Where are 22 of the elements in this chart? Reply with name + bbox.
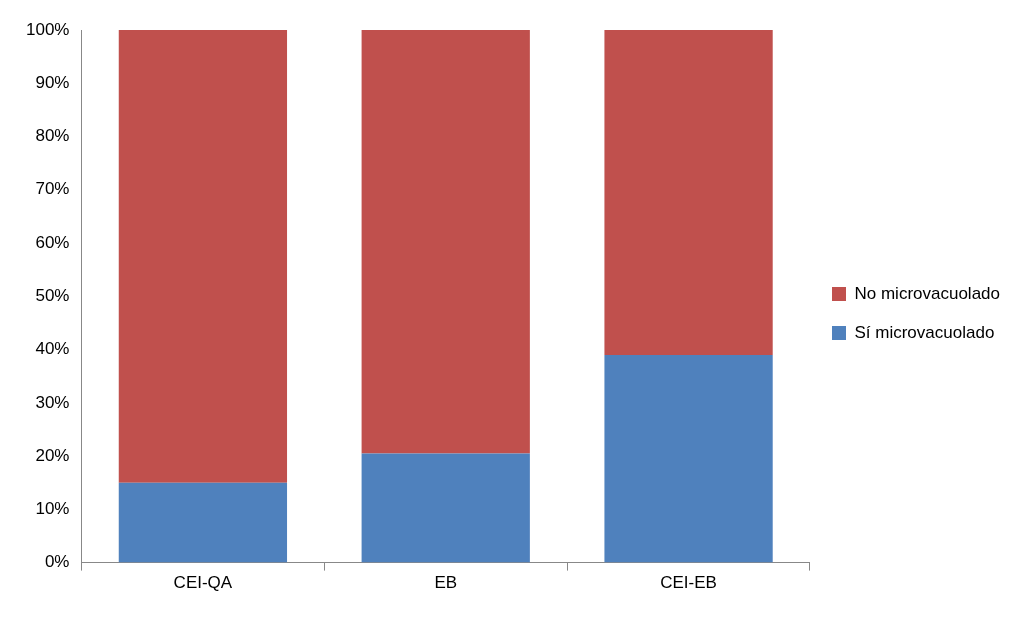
y-tick-label: 100% <box>26 19 70 39</box>
x-tick-label: CEI-EB <box>660 573 717 593</box>
y-tick-label: 70% <box>35 179 70 199</box>
y-tick-label: 50% <box>35 285 70 305</box>
y-tick-label: 40% <box>35 339 70 359</box>
legend-label: No microvacuolado <box>854 283 1000 303</box>
bar <box>361 30 530 454</box>
y-tick-label: 30% <box>35 392 70 412</box>
bar <box>604 30 773 355</box>
y-tick-label: 90% <box>35 72 70 92</box>
y-tick-label: 60% <box>35 232 70 252</box>
bar <box>118 30 288 483</box>
bar <box>604 354 773 563</box>
bar <box>118 482 288 563</box>
y-tick-label: 80% <box>35 126 70 146</box>
x-tick-label: EB <box>434 573 458 593</box>
legend-label: Sí microvacuolado <box>854 322 995 342</box>
x-tick-label: CEI-QA <box>173 573 233 593</box>
y-tick-label: 0% <box>44 552 70 572</box>
y-tick-label: 10% <box>35 499 70 519</box>
y-tick-label: 20% <box>35 445 70 465</box>
bar <box>361 453 530 563</box>
